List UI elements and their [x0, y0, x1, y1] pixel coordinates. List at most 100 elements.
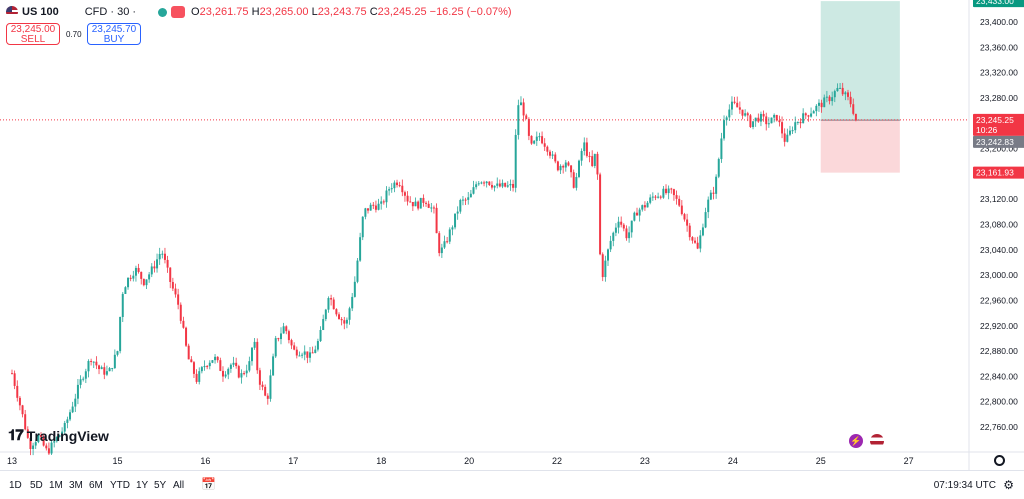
candle-body	[770, 117, 773, 124]
candle-body	[686, 219, 689, 226]
candle-body	[580, 151, 583, 161]
current-price-tag	[973, 113, 1024, 136]
entry-price-tag	[973, 135, 1024, 148]
candle-body	[509, 183, 512, 186]
candle-body	[783, 133, 786, 142]
candle-body	[593, 153, 596, 166]
sell-button[interactable]: 23,245.00 SELL	[6, 23, 60, 45]
candle-body	[327, 298, 330, 310]
timeframe-6m[interactable]: 6M	[89, 480, 103, 491]
candle-body	[116, 351, 119, 355]
candle-body	[148, 274, 151, 280]
x-tick-label: 27	[904, 456, 914, 466]
candle-body	[839, 87, 842, 89]
candle-body	[314, 349, 317, 353]
candle-body	[749, 115, 752, 128]
chart-settings-icon[interactable]	[994, 455, 1005, 466]
timeframe-3m[interactable]: 3M	[69, 480, 83, 491]
candle-body	[820, 102, 823, 108]
candle-body	[409, 201, 412, 203]
candle-body	[250, 347, 253, 362]
candle-body	[42, 436, 45, 446]
candle-body	[736, 102, 739, 108]
x-tick-label: 20	[464, 456, 474, 466]
timeframe-all[interactable]: All	[173, 480, 185, 491]
candle-body	[185, 327, 188, 346]
candle-body	[701, 227, 704, 236]
candle-body	[796, 121, 799, 123]
timeframe-5y[interactable]: 5Y	[154, 480, 167, 491]
candle-body	[214, 356, 217, 361]
candle-body	[179, 304, 182, 321]
candle-body	[282, 326, 285, 334]
candle-body	[396, 182, 399, 186]
price-chart[interactable]: 22,760.00 22,800.00 22,840.00 22,880.00 22,9…	[0, 0, 1024, 470]
candle-body	[691, 237, 694, 241]
candle-body	[34, 442, 37, 446]
candle-body	[390, 188, 393, 190]
x-tick-label: 22	[552, 456, 562, 466]
timeframe-1y[interactable]: 1Y	[136, 480, 149, 491]
candle-body	[583, 142, 586, 152]
candle-body	[95, 361, 98, 366]
candle-body	[807, 115, 810, 117]
candle-body	[733, 101, 736, 103]
candle-body	[483, 182, 486, 184]
clock[interactable]: 07:19:34 UTC	[933, 480, 996, 491]
candle-body	[480, 182, 483, 184]
candle-body	[752, 121, 755, 128]
candle-body	[485, 181, 488, 184]
candle-body	[61, 431, 64, 436]
lightning-icon[interactable]: ⚡	[849, 434, 863, 448]
candle-body	[514, 134, 517, 188]
candle-body	[852, 104, 855, 114]
candle-body	[846, 92, 849, 97]
candle-body	[150, 266, 153, 275]
candle-body	[812, 111, 815, 114]
candle-body	[274, 338, 277, 357]
candle-body	[264, 386, 267, 396]
candle-body	[788, 130, 791, 135]
candle-body	[206, 366, 209, 368]
candle-body	[430, 207, 433, 209]
calendar-range-icon[interactable]: 📅	[201, 477, 216, 491]
candle-body	[219, 360, 222, 371]
candle-body	[781, 122, 784, 134]
timeframe-5d[interactable]: 5D	[30, 480, 43, 491]
candle-body	[604, 260, 607, 278]
candle-body	[322, 319, 325, 330]
candle-body	[802, 113, 805, 124]
countdown-label: 10:26	[976, 125, 998, 135]
candle-body	[129, 277, 132, 279]
timeframe-1m[interactable]: 1M	[49, 480, 63, 491]
gear-icon[interactable]: ⚙	[1003, 478, 1014, 492]
candle-body	[398, 185, 401, 187]
candle-body	[609, 240, 612, 250]
candle-body	[311, 352, 314, 354]
timeframe-1d[interactable]: 1D	[9, 480, 22, 491]
timeframe-ytd[interactable]: YTD	[110, 480, 130, 491]
candle-body	[74, 398, 77, 407]
candle-body	[111, 368, 114, 370]
candle-body	[382, 201, 385, 203]
buy-button[interactable]: 23,245.70 BUY	[87, 23, 141, 45]
bottom-toolbar: 1D 5D 1M 3M 6M YTD 1Y 5Y All 📅 07:19:34 …	[0, 470, 1024, 499]
candle-body	[364, 208, 367, 217]
candle-body	[533, 140, 536, 144]
symbol-name[interactable]: US 100	[22, 6, 59, 18]
candle-body	[804, 113, 807, 116]
candle-body	[108, 368, 111, 372]
x-tick-label: 16	[200, 456, 210, 466]
x-tick-label: 17	[288, 456, 298, 466]
us-event-flag-icon[interactable]	[870, 434, 884, 448]
status-icon	[171, 6, 186, 18]
candle-body	[100, 367, 103, 370]
candle-body	[546, 146, 549, 152]
candle-body	[725, 117, 728, 121]
candle-body	[572, 172, 575, 188]
candle-body	[575, 176, 578, 188]
candle-body	[203, 366, 206, 368]
candle-body	[617, 221, 620, 228]
candle-body	[324, 309, 327, 320]
candle-body	[556, 161, 559, 171]
